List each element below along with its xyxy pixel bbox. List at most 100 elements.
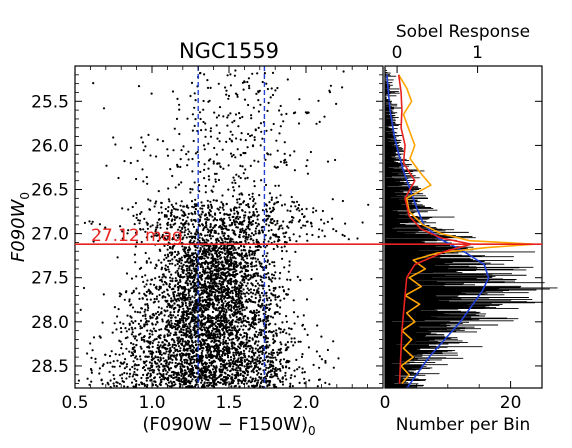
star-point [265,210,268,213]
star-point [257,371,260,375]
star-point [257,214,260,217]
star-point [212,305,215,308]
star-point [181,295,184,298]
star-point [232,153,235,157]
star-point [156,310,159,314]
star-point [183,212,186,216]
star-point [189,257,192,260]
star-point [182,271,185,274]
star-point [115,328,118,331]
star-point [191,301,194,304]
star-point [109,361,112,364]
star-point [203,73,206,76]
star-point [178,257,181,260]
star-point [220,271,223,274]
star-point [235,251,238,254]
star-point [176,374,179,377]
star-point [290,205,293,208]
star-point [239,344,243,347]
star-point [183,231,186,234]
star-point [188,355,191,358]
star-point [255,309,258,312]
star-point [185,362,189,365]
star-point [222,338,225,341]
star-point [361,221,364,224]
star-point [281,249,284,253]
star-point [247,203,250,206]
star-point [249,221,253,224]
star-point [202,99,205,103]
star-point [214,374,217,377]
star-point [250,223,253,226]
star-point [205,253,208,256]
star-point [192,264,195,267]
star-point [128,300,131,303]
star-point [233,288,236,292]
star-point [216,303,219,306]
star-point [142,351,145,354]
star-point [215,199,218,202]
star-point [275,369,278,372]
star-point [255,268,258,271]
star-point [253,253,256,257]
star-point [209,200,212,203]
star-point [214,340,217,343]
star-point [288,333,291,336]
star-point [161,346,164,349]
star-point [286,359,289,362]
star-point [269,278,272,281]
star-point [245,252,248,255]
star-point [221,283,225,286]
star-point [238,305,241,308]
star-point [223,217,226,220]
star-point [274,340,277,343]
star-point [218,280,221,283]
star-point [256,225,259,228]
star-point [231,381,235,384]
star-point [140,347,143,350]
star-point [143,325,146,328]
star-point [315,122,318,125]
star-point [169,168,172,171]
star-point [273,202,276,205]
star-point [157,341,160,344]
star-point [202,108,205,111]
star-point [156,316,159,319]
star-point [249,235,252,238]
star-point [215,124,218,127]
star-point [252,211,255,215]
star-point [206,275,209,278]
star-point [239,138,242,141]
star-point [301,323,305,326]
star-point [226,373,229,377]
star-point [226,302,229,305]
star-point [255,369,258,372]
star-point [176,208,179,211]
star-point [236,95,239,98]
star-point [226,124,229,127]
star-point [225,318,228,321]
star-point [203,343,206,346]
star-point [249,311,252,314]
star-point [272,375,275,378]
star-point [147,340,150,343]
star-point [216,345,219,348]
star-point [265,366,268,369]
star-point [214,383,217,386]
star-point [242,88,245,91]
star-point [235,315,238,319]
star-point [211,190,214,193]
star-point [260,179,263,182]
star-point [219,236,222,239]
star-point [273,240,276,243]
star-point [174,250,177,253]
star-point [304,224,307,227]
star-point [102,363,105,366]
star-point [279,362,282,366]
star-point [318,355,321,358]
star-point [166,238,169,241]
star-point [239,153,242,156]
star-point [216,137,219,140]
star-point [130,351,133,354]
star-point [245,298,248,301]
